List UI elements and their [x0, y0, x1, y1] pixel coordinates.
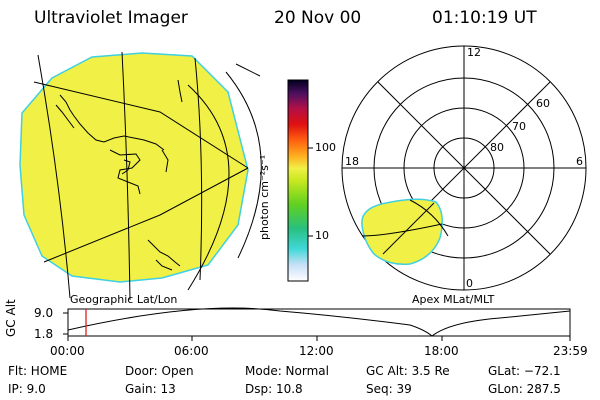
earth-image-region	[19, 52, 249, 283]
info-gc-alt: GC Alt: 3.5 Re	[366, 364, 450, 378]
lat-lon-grid	[33, 51, 262, 301]
x-tick-1800: 18:00	[424, 344, 459, 358]
colorbar-tick-100: 100	[315, 141, 336, 154]
left-panel-caption: Geographic Lat/Lon	[70, 293, 178, 306]
x-tick-0600: 06:00	[174, 344, 209, 358]
time-label: 01:10:19 UT	[432, 8, 537, 28]
colorbar-unit-label: photon cm⁻²s⁻¹	[258, 154, 271, 240]
info-dsp: Dsp: 10.8	[245, 382, 303, 396]
mlt-label-18: 18	[345, 155, 359, 168]
info-door: Door: Open	[125, 364, 194, 378]
altitude-ymax: 9.0	[34, 306, 54, 320]
altitude-ymin: 1.8	[34, 327, 54, 341]
info-glon: GLon: 287.5	[488, 382, 561, 396]
right-panel-caption: Apex MLat/MLT	[412, 293, 495, 306]
mlt-label-0: 0	[466, 277, 473, 290]
info-gain: Gain: 13	[125, 382, 176, 396]
x-tick-2359: 23:59	[553, 344, 588, 358]
altitude-curve	[67, 307, 571, 337]
instrument-title: Ultraviolet Imager	[34, 8, 188, 28]
polar-grid	[341, 45, 587, 291]
altitude-plot-frame	[67, 308, 571, 337]
date-label: 20 Nov 00	[274, 8, 362, 28]
info-ip: IP: 9.0	[8, 382, 46, 396]
x-tick-1200: 12:00	[299, 344, 334, 358]
info-seq: Seq: 39	[366, 382, 412, 396]
lat-label-80: 80	[490, 141, 504, 154]
colorbar-tick-10: 10	[315, 229, 329, 242]
info-glat: GLat: −72.1	[488, 364, 561, 378]
x-tick-0000: 00:00	[50, 344, 85, 358]
lat-label-70: 70	[512, 120, 526, 133]
info-mode: Mode: Normal	[245, 364, 329, 378]
mlt-label-12: 12	[467, 46, 481, 59]
lat-label-60: 60	[536, 97, 550, 110]
info-flt: Flt: HOME	[8, 364, 68, 378]
altitude-ylabel: GC Alt	[4, 299, 18, 337]
colorbar	[287, 79, 309, 282]
coastlines	[55, 79, 183, 271]
mlt-label-6: 6	[576, 155, 583, 168]
